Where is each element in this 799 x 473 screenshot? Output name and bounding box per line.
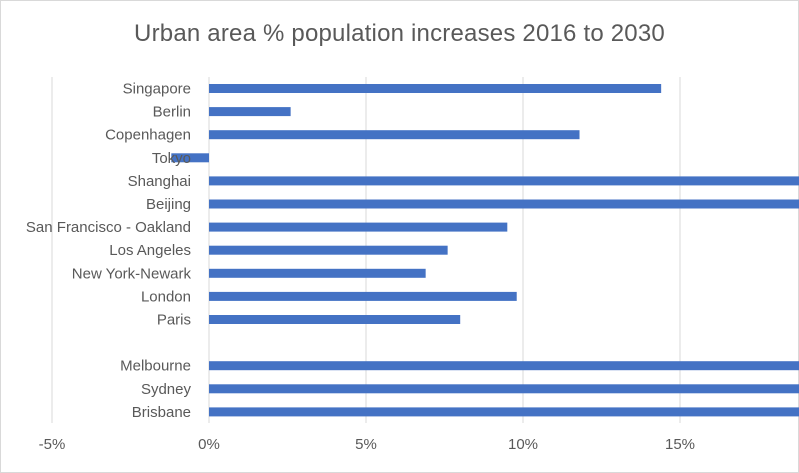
category-label: Melbourne [120, 358, 191, 375]
x-tick-label: 10% [508, 436, 538, 453]
category-label: Singapore [123, 81, 191, 98]
bar [209, 84, 662, 93]
bar [209, 407, 799, 417]
bars [171, 84, 799, 417]
bar [171, 153, 209, 163]
category-label: Sydney [141, 381, 192, 398]
x-tick-label: 15% [665, 436, 695, 453]
x-tick-label: 5% [355, 436, 377, 453]
category-label: Tokyo [152, 150, 191, 167]
category-label: Paris [157, 312, 191, 329]
bar [209, 107, 291, 117]
category-labels: Singapore Berlin Copenhagen Tokyo Shanghai Be… [26, 81, 192, 421]
bar [209, 361, 799, 371]
category-label: Shanghai [128, 173, 191, 190]
category-label: Los Angeles [109, 242, 191, 259]
bar [209, 130, 580, 140]
category-label: Beijing [146, 196, 191, 213]
category-label: San Francisco - Oakland [26, 219, 191, 236]
category-label: New York-Newark [72, 265, 192, 282]
bar [209, 291, 517, 301]
category-label: Brisbane [132, 404, 191, 421]
bar [209, 268, 426, 278]
bar [209, 199, 799, 209]
bar [209, 222, 508, 232]
bar [209, 245, 448, 255]
bar [209, 176, 799, 186]
category-label: London [141, 288, 191, 305]
bar [209, 315, 461, 324]
x-tick-label: 0% [198, 436, 220, 453]
category-label: Copenhagen [105, 127, 191, 144]
bar [209, 384, 799, 394]
category-label: Berlin [153, 104, 191, 121]
chart-title: Urban area % population increases 2016 t… [134, 20, 665, 47]
x-tick-label: -5% [39, 436, 66, 453]
x-axis-tick-labels: -5%0%5%10%15%20%25%30%35% [39, 436, 695, 453]
